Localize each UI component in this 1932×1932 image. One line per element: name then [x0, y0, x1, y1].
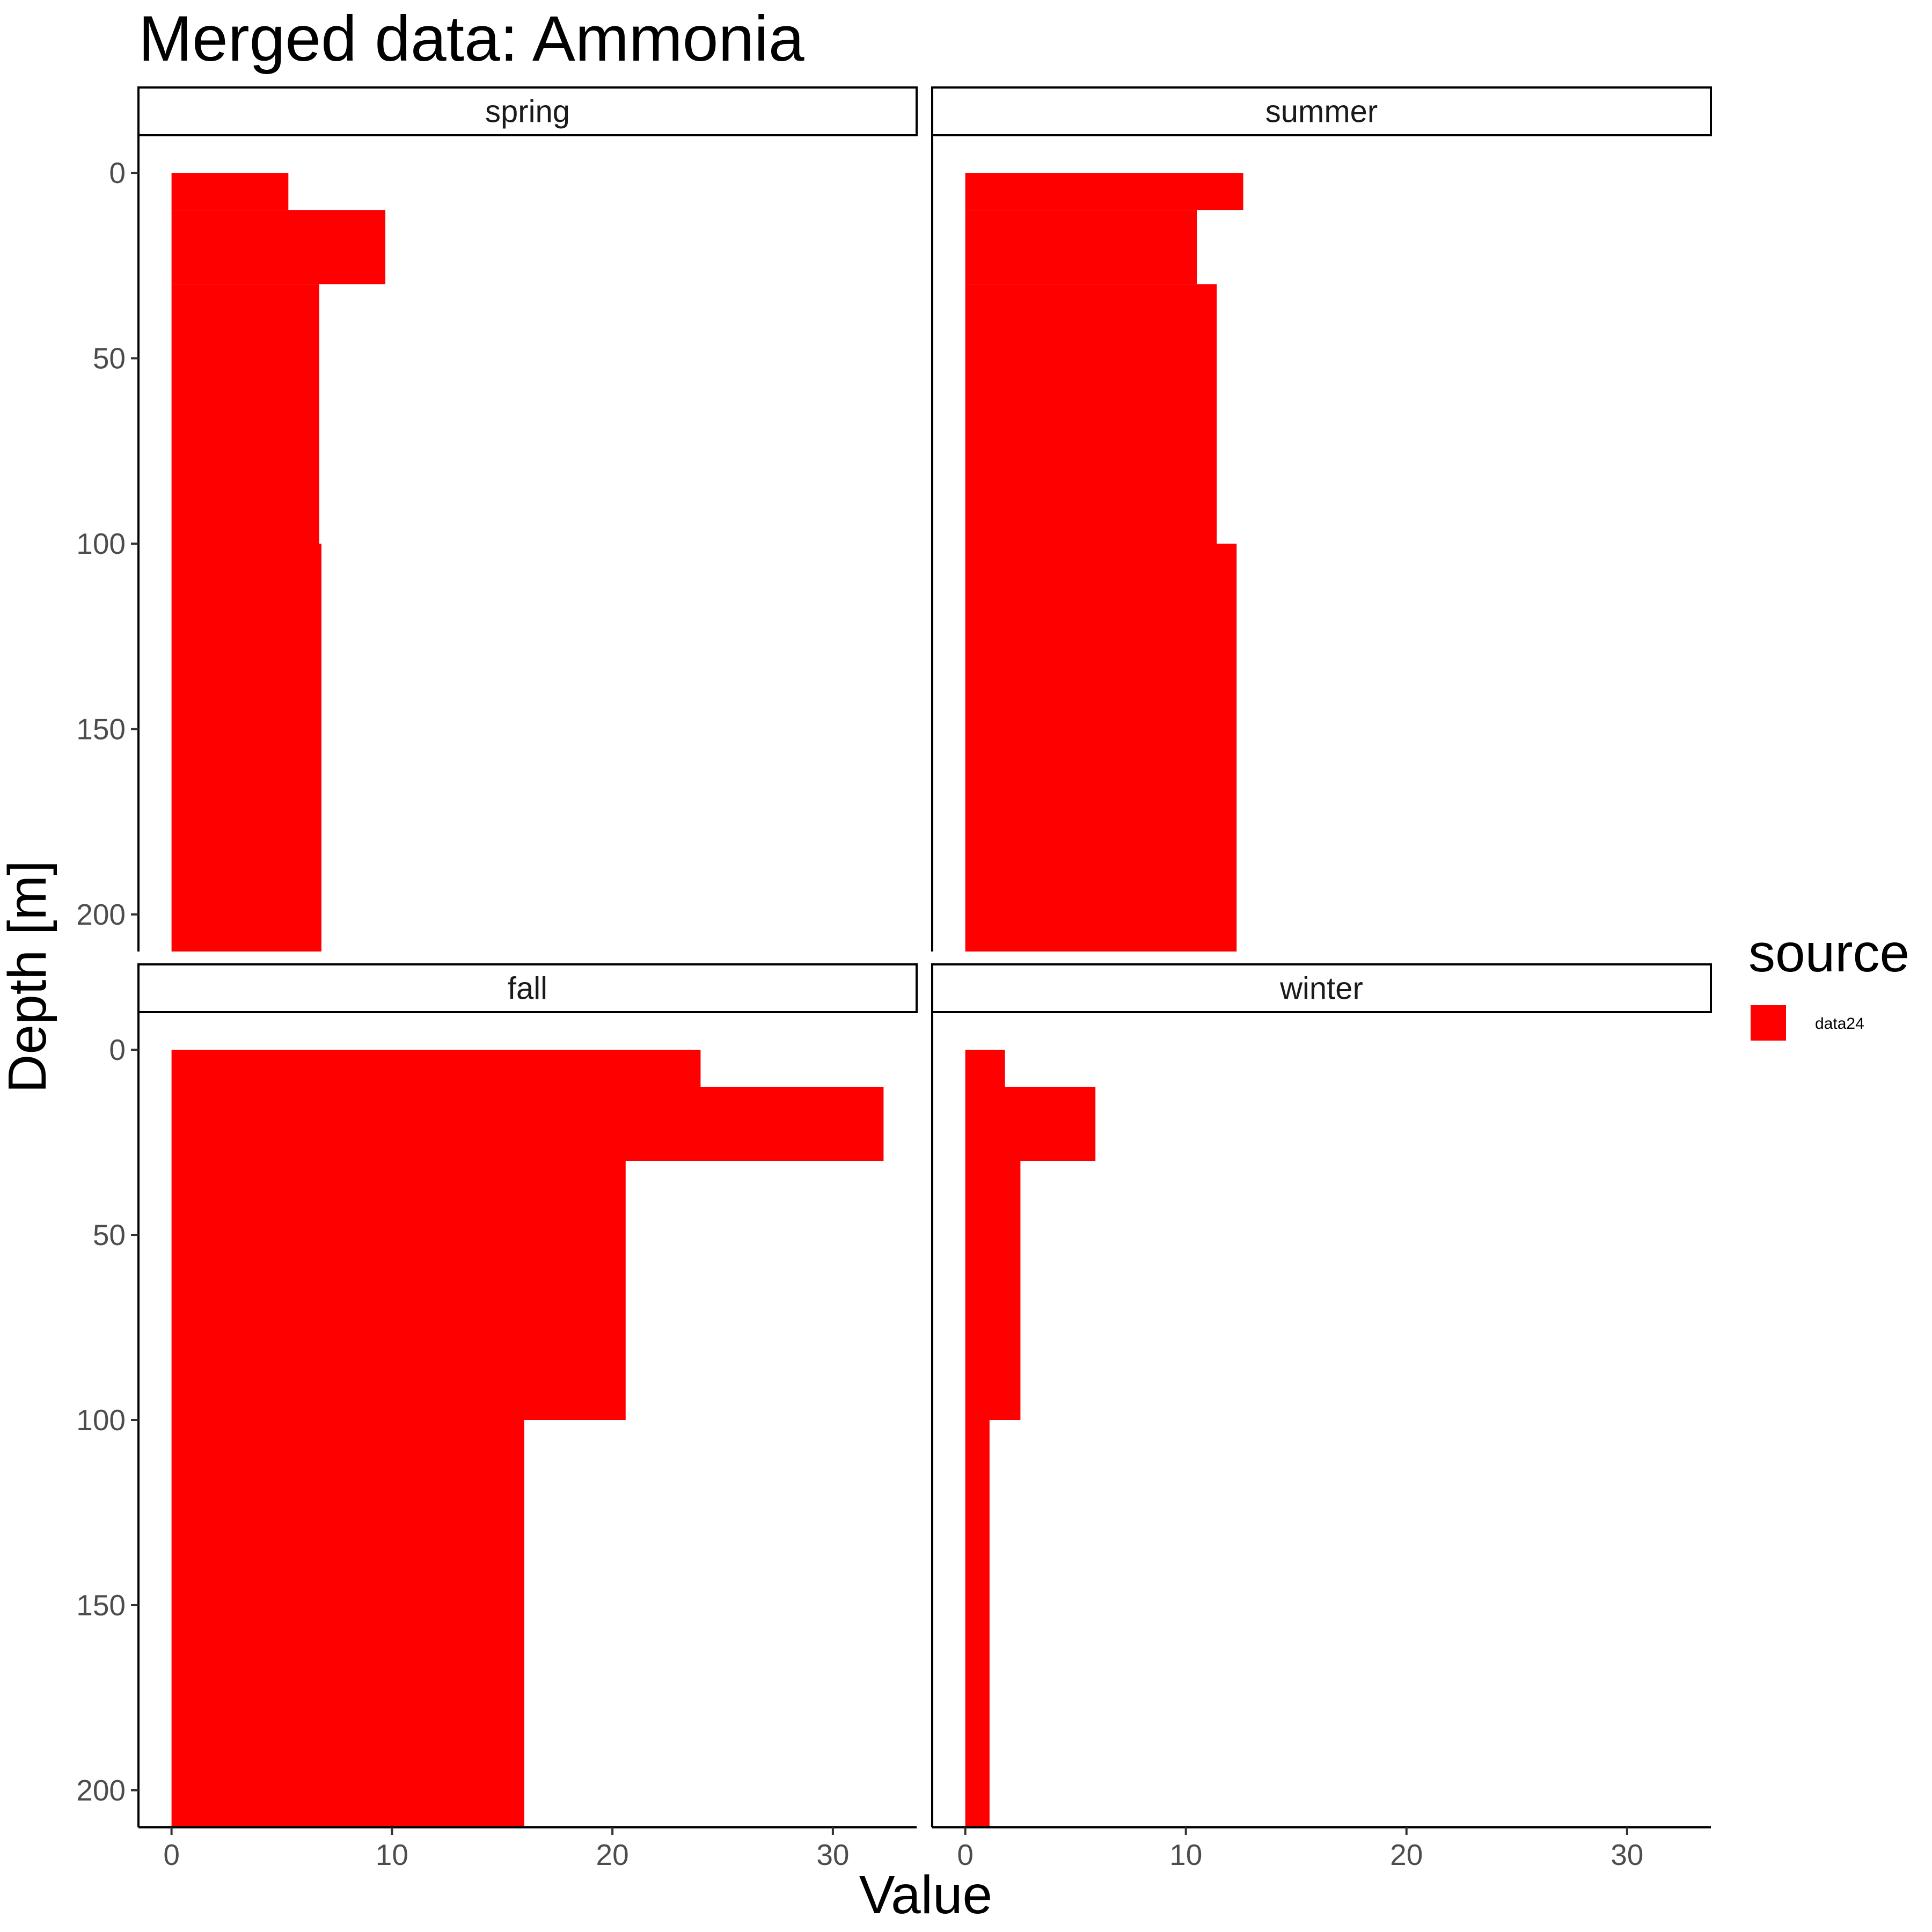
- panel-spring: spring 0 50 100 150 200: [76, 86, 918, 952]
- bar-winter-3: [965, 1420, 990, 1827]
- x-tick-label-fall-0: 0: [163, 1838, 180, 1871]
- bar-winter-0: [965, 1050, 1005, 1087]
- y-tick-label-fall-50: 50: [93, 1218, 126, 1252]
- panel-winter: winter 0 10 20 30: [931, 963, 1712, 1871]
- strip-label-spring: spring: [485, 94, 570, 129]
- panel-summer: summer: [931, 86, 1712, 952]
- bar-spring-3: [171, 544, 321, 952]
- y-tick-label-spring-100: 100: [76, 527, 126, 560]
- strip-label-summer: summer: [1265, 94, 1378, 129]
- x-tick-label-fall-20: 20: [596, 1838, 629, 1871]
- panel-fall: fall 0 50 100 150 200 0 10 20 30: [76, 963, 918, 1871]
- legend-label: data24: [1815, 1015, 1864, 1033]
- legend-title: source: [1748, 923, 1909, 983]
- bar-summer-1: [965, 210, 1197, 284]
- y-tick-label-fall-150: 150: [76, 1589, 126, 1622]
- x-tick-label-winter-10: 10: [1169, 1838, 1202, 1871]
- strip-winter: [931, 963, 1712, 1013]
- x-axis-title: Value: [859, 1865, 992, 1925]
- y-tick-label-fall-200: 200: [76, 1774, 126, 1807]
- bar-winter-1: [965, 1087, 1096, 1161]
- bar-spring-1: [171, 210, 386, 284]
- y-tick-label-spring-0: 0: [109, 156, 126, 189]
- bar-summer-0: [965, 173, 1243, 210]
- bar-summer-3: [965, 544, 1237, 952]
- y-tick-label-spring-200: 200: [76, 898, 126, 931]
- bar-fall-2: [171, 1161, 626, 1420]
- strip-summer: [931, 86, 1712, 136]
- bar-spring-2: [171, 284, 319, 544]
- x-tick-label-winter-20: 20: [1390, 1838, 1423, 1871]
- y-tick-label-fall-0: 0: [109, 1033, 126, 1066]
- bar-summer-2: [965, 284, 1217, 544]
- x-tick-label-fall-10: 10: [376, 1838, 408, 1871]
- bar-winter-2: [965, 1161, 1021, 1420]
- strip-label-winter: winter: [1279, 971, 1363, 1006]
- strip-spring: [137, 86, 918, 136]
- strip-label-fall: fall: [508, 971, 547, 1006]
- bar-fall-3: [171, 1420, 524, 1827]
- y-tick-label-fall-100: 100: [76, 1403, 126, 1437]
- x-tick-label-winter-30: 30: [1611, 1838, 1643, 1871]
- y-tick-label-spring-150: 150: [76, 712, 126, 745]
- bar-spring-0: [171, 173, 289, 210]
- panels: spring050100150200summerfall050100150200…: [76, 86, 1712, 1871]
- strip-fall: [137, 963, 918, 1013]
- chart-title: Merged data: Ammonia: [138, 3, 804, 75]
- bar-fall-0: [171, 1050, 701, 1087]
- x-tick-label-winter-0: 0: [957, 1838, 974, 1871]
- y-tick-label-spring-50: 50: [93, 342, 126, 375]
- legend-key-data24: [1751, 1005, 1786, 1041]
- bar-fall-1: [171, 1087, 884, 1161]
- legend: source data24: [1748, 923, 1909, 1041]
- y-axis-title: Depth [m]: [0, 860, 57, 1093]
- x-tick-label-fall-30: 30: [816, 1838, 849, 1871]
